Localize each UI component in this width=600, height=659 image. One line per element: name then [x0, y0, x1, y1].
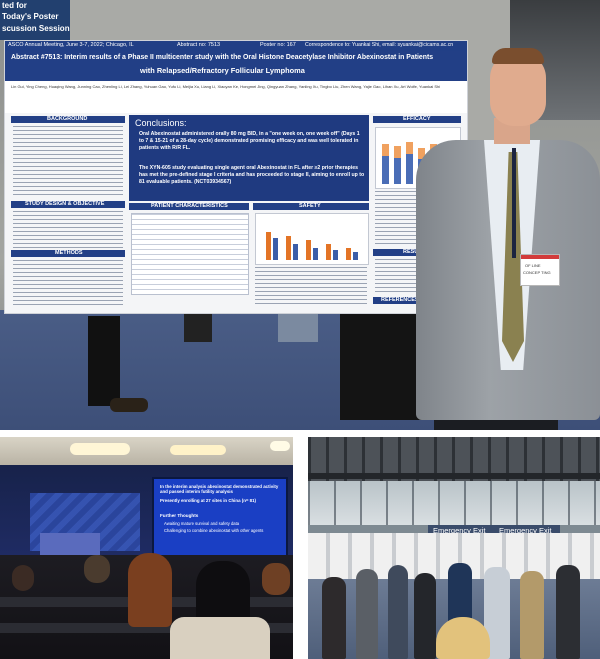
safety-chart: [255, 213, 369, 265]
background-text-lines: [13, 126, 123, 198]
patient-characteristics-table: [131, 213, 249, 295]
safety-bar: [346, 248, 351, 260]
safety-bar: [306, 240, 311, 260]
references-heading: REFERENCES & ACKNO: [381, 297, 446, 303]
presenter: OF LINE CONCEP TING: [400, 40, 600, 430]
conclusions-heading: Conclusions:: [135, 118, 187, 128]
efficacy-bar: [406, 142, 413, 184]
attendee: [322, 577, 346, 659]
audience-head: [128, 553, 172, 627]
audience-shoulders: [170, 617, 270, 659]
badge-line1: OF LINE: [525, 263, 541, 268]
safety-bar: [353, 252, 358, 260]
ceiling-light: [70, 443, 130, 455]
sign-line1: ted for: [2, 1, 27, 10]
study-design-heading-bar: STUDY DESIGN & OBJECTIVE: [11, 201, 125, 208]
ceiling-light: [270, 441, 290, 451]
passerby-legs-right: [278, 312, 318, 342]
seat-row: [0, 623, 293, 633]
slide-further-2: Challenging to combine abexinostat with …: [164, 528, 264, 533]
header-meeting: ASCO Annual Meeting, June 3-7, 2022; Chi…: [8, 42, 134, 48]
sign-line3: scussion Session: [2, 24, 70, 33]
lecture-hall-photo: In the interim analysis abexinostat demo…: [0, 437, 293, 659]
safety-text-lines: [255, 267, 367, 305]
background-heading: BACKGROUND: [47, 116, 88, 122]
passerby-shoe-left: [110, 398, 148, 412]
presentation-screen: In the interim analysis abexinostat demo…: [152, 477, 288, 559]
efficacy-heading-bar: EFFICACY: [373, 116, 461, 123]
slide-further-heading: Further Thoughts: [160, 513, 199, 518]
passerby-legs-center: [184, 312, 212, 342]
conclusion-2: The XYN-605 study evaluating single agen…: [139, 165, 365, 185]
methods-heading-bar: METHODS: [11, 250, 125, 257]
safety-bar: [286, 236, 291, 260]
safety-bar: [273, 238, 278, 260]
results-heading: RESULTS: [403, 249, 428, 255]
stage-podium: [40, 533, 100, 557]
poster-title-band: Abstract #7513: Interim results of a Pha…: [5, 51, 467, 81]
poster-title-line1: Abstract #7513: Interim results of a Pha…: [11, 54, 434, 61]
attendee: [520, 571, 544, 659]
slide-further-1: Awaiting mature survival and safety data: [164, 521, 240, 526]
exhibit-hall-photo: Emergency Exit Emergency Exit: [308, 437, 600, 659]
methods-text-lines: [13, 260, 123, 308]
study-design-heading: STUDY DESIGN & OBJECTIVE: [25, 201, 105, 207]
audience-head: [262, 563, 290, 595]
presenter-face: [490, 52, 546, 126]
conclusion-1: Oral Abexinostat administered orally 80 …: [139, 131, 360, 151]
attendee: [356, 569, 378, 659]
poster-header-bar: ASCO Annual Meeting, June 3-7, 2022; Chi…: [5, 41, 467, 51]
attendee: [556, 565, 580, 659]
attendee: [388, 565, 408, 659]
passerby-legs-left: [88, 316, 120, 406]
exit-sign-left-text: Emergency Exit: [433, 526, 486, 535]
slide-bullet-2: Presently enrolling at 27 sites in China…: [160, 498, 257, 503]
header-abstract-no: Abstract no: 7513: [177, 42, 221, 48]
crowd: [308, 547, 600, 659]
exit-sign-right-text: Emergency Exit: [499, 526, 552, 535]
slide-bullet-1: In the interim analysis abexinostat demo…: [160, 484, 279, 495]
presenter-hair: [492, 48, 544, 64]
ceiling-light: [170, 445, 226, 455]
efficacy-bar: [394, 146, 401, 184]
safety-bar: [293, 244, 298, 260]
patient-characteristics-heading-bar: PATIENT CHARACTERISTICS: [129, 203, 249, 210]
safety-bar: [266, 232, 271, 260]
poster-title-line2: with Relapsed/Refractory Follicular Lymp…: [140, 66, 305, 75]
background-heading-bar: BACKGROUND: [11, 116, 125, 123]
hall-ceiling-panel: [0, 437, 293, 465]
foreground-attendee-hair: [436, 617, 490, 659]
safety-heading-bar: SAFETY: [253, 203, 369, 210]
efficacy-bar: [382, 144, 389, 184]
poster-authors-block: Lin Gui, Ying Cheng, Huaqing Wang, Junni…: [5, 81, 467, 113]
methods-heading: METHODS: [55, 250, 83, 256]
badge-stripe: [521, 255, 559, 259]
badge-line2: CONCEP TING: [523, 270, 551, 275]
safety-bar: [333, 250, 338, 260]
window-mullions: [308, 481, 600, 525]
study-design-text-lines: [13, 211, 123, 251]
discussion-session-sign: ted for Today's Poster scussion Session: [0, 0, 70, 40]
patient-characteristics-heading: PATIENT CHARACTERISTICS: [151, 203, 228, 209]
conclusions-box: Conclusions: Oral Abexinostat administer…: [129, 115, 369, 201]
safety-bar: [326, 244, 331, 260]
poster-authors: Lin Gui, Ying Cheng, Huaqing Wang, Junni…: [11, 84, 441, 89]
presenter-badge: OF LINE CONCEP TING: [520, 254, 560, 286]
header-correspondence: Correspondence to: Yuankai Shi, email: s…: [305, 42, 454, 48]
truss-beam: [308, 473, 600, 479]
sign-line2: Today's Poster: [2, 12, 59, 21]
efficacy-heading: EFFICACY: [403, 116, 431, 122]
attendee: [414, 573, 436, 659]
scientific-poster: ASCO Annual Meeting, June 3-7, 2022; Chi…: [4, 40, 468, 314]
audience-head: [12, 565, 34, 591]
safety-heading: SAFETY: [299, 203, 321, 209]
audience-head: [84, 555, 110, 583]
presenter-lanyard: [512, 148, 516, 258]
safety-bar: [313, 248, 318, 260]
header-poster-no: Poster no: 167: [260, 42, 296, 48]
poster-session-photo: ted for Today's Poster scussion Session …: [0, 0, 600, 430]
